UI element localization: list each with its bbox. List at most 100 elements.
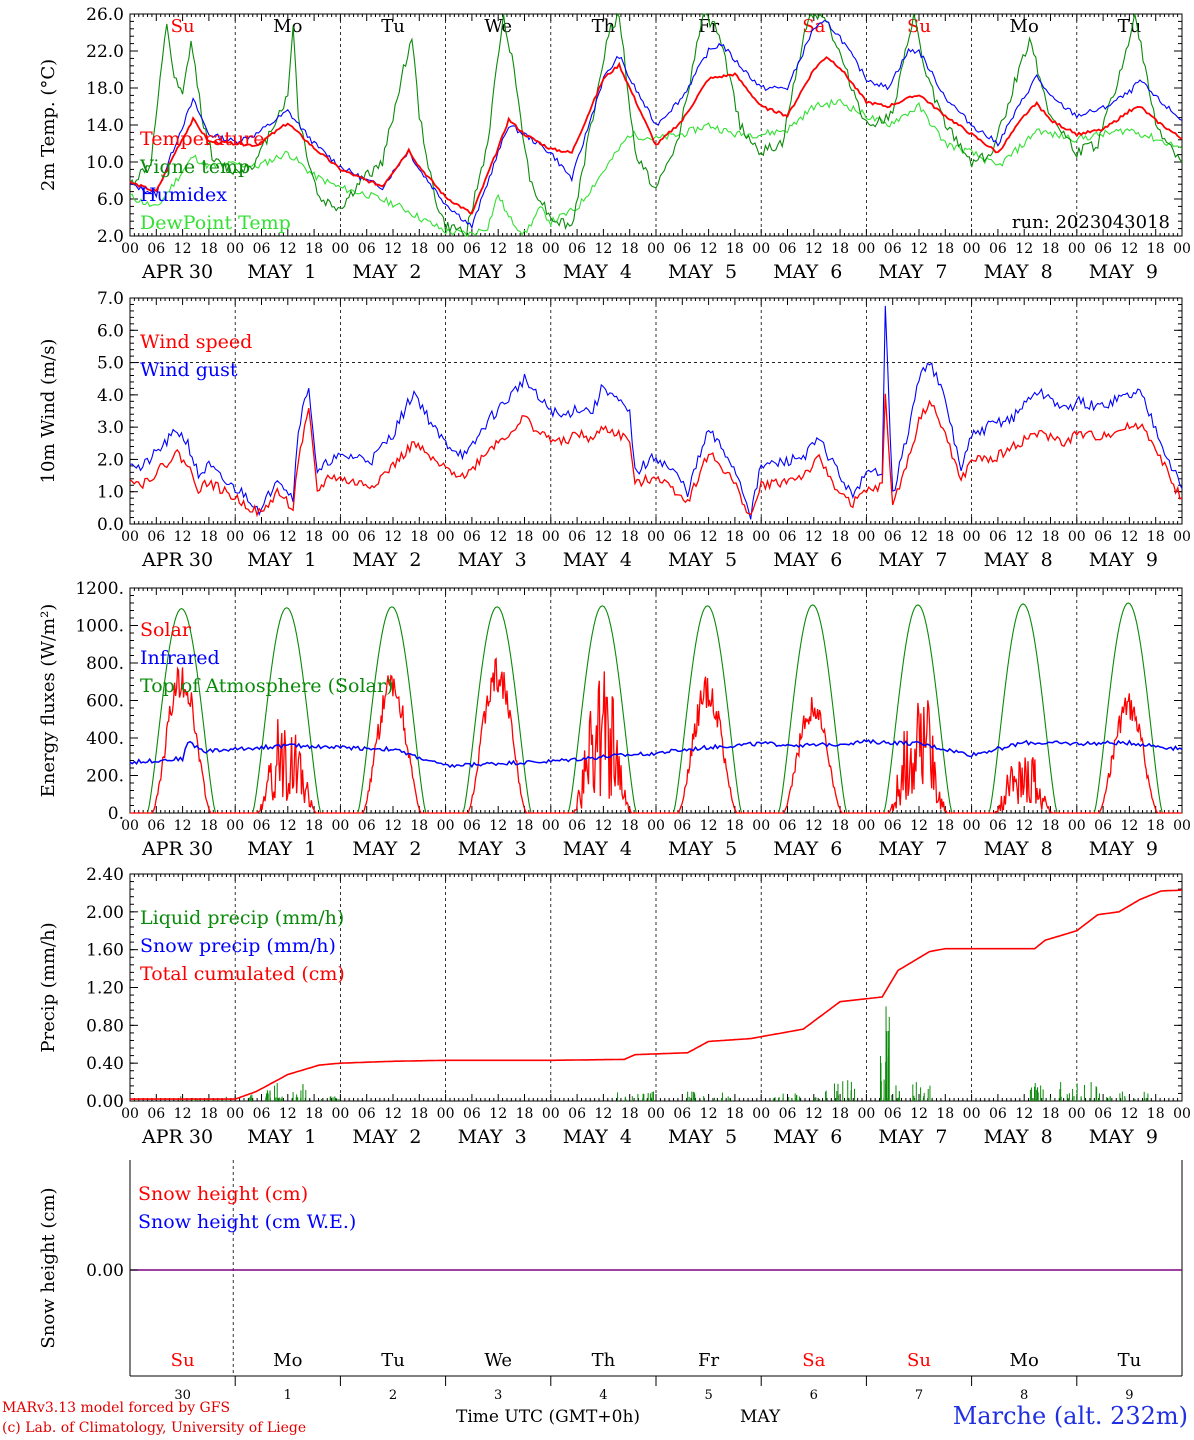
hour-tick-label: 06	[147, 818, 165, 834]
weekday-label: Su	[171, 16, 195, 37]
hour-tick-label: 18	[936, 818, 954, 834]
hour-tick-label: 12	[384, 241, 402, 257]
hour-tick-label: 06	[884, 241, 902, 257]
series-total-cumulated	[130, 889, 1183, 1100]
date-label: MAY 1	[247, 1126, 316, 1148]
hour-tick-label: 12	[1015, 818, 1033, 834]
hour-tick-label: 12	[489, 1106, 507, 1122]
series-temperature	[129, 56, 1183, 215]
hour-tick-label: 18	[1147, 529, 1165, 545]
hour-tick-label: 18	[305, 1106, 323, 1122]
hour-tick-label: 18	[305, 241, 323, 257]
y-tick-label: 800.	[86, 654, 124, 674]
hour-tick-label: 00	[121, 241, 139, 257]
hour-tick-label: 06	[673, 241, 691, 257]
y-tick-label: 26.0	[86, 5, 124, 25]
hour-tick-label: 12	[174, 241, 192, 257]
hour-tick-label: 12	[700, 818, 718, 834]
hour-tick-label: 00	[437, 529, 455, 545]
y-tick-label: 0.00	[86, 1092, 124, 1112]
hour-tick-label: 18	[621, 818, 639, 834]
day-number: 6	[810, 1388, 818, 1403]
weekday-label: Mo	[273, 16, 302, 37]
weekday-label: Mo	[1010, 1350, 1039, 1371]
y-tick-label: 1000.	[75, 617, 124, 637]
hour-tick-label: 00	[226, 241, 244, 257]
y-tick-label: 4.0	[97, 386, 124, 406]
hour-tick-label: 12	[384, 529, 402, 545]
y-axis-label: 2m Temp. (°C)	[38, 59, 59, 191]
weekday-label: Su	[171, 1350, 195, 1371]
y-tick-label: 10.0	[86, 153, 124, 173]
y-tick-label: 1200.	[75, 579, 124, 599]
hour-tick-label: 12	[489, 529, 507, 545]
series-wind-gust	[129, 305, 1183, 520]
legend-dewpoint-temp: DewPoint Temp	[140, 212, 291, 234]
y-tick-label: 18.0	[86, 79, 124, 99]
weekday-label: Tu	[381, 1350, 405, 1371]
hour-tick-label: 12	[489, 241, 507, 257]
hour-tick-label: 18	[516, 1106, 534, 1122]
hour-tick-label: 12	[1015, 241, 1033, 257]
hour-tick-label: 06	[989, 1106, 1007, 1122]
date-label: MAY 1	[247, 549, 316, 571]
date-label: MAY 3	[458, 549, 527, 571]
hour-tick-label: 18	[305, 529, 323, 545]
date-label: MAY 1	[247, 261, 316, 283]
weekday-label: We	[484, 16, 512, 37]
weekday-label: Su	[907, 16, 931, 37]
hour-tick-label: 06	[358, 818, 376, 834]
y-tick-label: 0.00	[86, 1261, 124, 1281]
y-axis-label: 10m Wind (m/s)	[38, 339, 59, 484]
hour-tick-label: 00	[1173, 529, 1191, 545]
weekday-label: Th	[592, 1350, 616, 1371]
hour-tick-label: 06	[358, 241, 376, 257]
weekday-label: Tu	[1118, 1350, 1142, 1371]
hour-tick-label: 12	[1120, 241, 1138, 257]
hour-tick-label: 00	[331, 241, 349, 257]
time-axis-label: Time UTC (GMT+0h)	[456, 1407, 641, 1427]
lab-credit: (c) Lab. of Climatology, University of L…	[2, 1420, 307, 1436]
date-label: MAY 9	[1089, 261, 1158, 283]
weekday-label: Tu	[381, 16, 405, 37]
date-label: APR 30	[141, 838, 213, 860]
hour-tick-label: 00	[226, 818, 244, 834]
hour-tick-label: 12	[805, 241, 823, 257]
hour-tick-label: 12	[279, 818, 297, 834]
day-number: 1	[284, 1388, 292, 1403]
hour-tick-label: 12	[279, 1106, 297, 1122]
y-tick-label: 6.0	[97, 321, 124, 341]
legend-wind-speed: Wind speed	[140, 331, 252, 353]
hour-tick-label: 00	[437, 241, 455, 257]
y-tick-label: 0.80	[86, 1016, 124, 1036]
hour-tick-label: 18	[621, 1106, 639, 1122]
panel-5: 0.00 Snow height (cm) Snow height (cm) Snow…	[38, 1160, 1183, 1403]
hour-tick-label: 00	[437, 818, 455, 834]
hour-tick-label: 06	[884, 529, 902, 545]
date-label: MAY 5	[668, 838, 737, 860]
y-tick-label: 2.0	[97, 227, 124, 247]
panel-4: 0.00 0.40 0.80 1.20 1.60 2.00 2.40 Precip (mm/h…	[38, 865, 1191, 1148]
y-tick-label: 1.60	[86, 941, 124, 961]
hour-tick-label: 18	[831, 1106, 849, 1122]
y-axis-label: Snow height (cm)	[38, 1187, 59, 1348]
hour-tick-label: 18	[1147, 241, 1165, 257]
hour-tick-label: 00	[963, 529, 981, 545]
series-infrared	[129, 738, 1183, 769]
hour-tick-label: 06	[463, 1106, 481, 1122]
hour-tick-label: 12	[805, 818, 823, 834]
hour-tick-label: 12	[1120, 818, 1138, 834]
y-tick-label: 600.	[86, 692, 124, 712]
hour-tick-label: 18	[726, 1106, 744, 1122]
y-tick-label: 400.	[86, 729, 124, 749]
hour-tick-label: 00	[647, 529, 665, 545]
hour-tick-label: 12	[805, 529, 823, 545]
hour-tick-label: 06	[673, 529, 691, 545]
legend-top-of-atmosphere-solar-: Top of Atmosphere (Solar)	[140, 675, 393, 697]
hour-tick-label: 00	[542, 1106, 560, 1122]
hour-tick-label: 00	[1173, 818, 1191, 834]
weekday-label: We	[484, 1350, 512, 1371]
y-axis-label: Energy fluxes (W/m²)	[38, 604, 59, 798]
y-tick-label: 6.0	[97, 190, 124, 210]
